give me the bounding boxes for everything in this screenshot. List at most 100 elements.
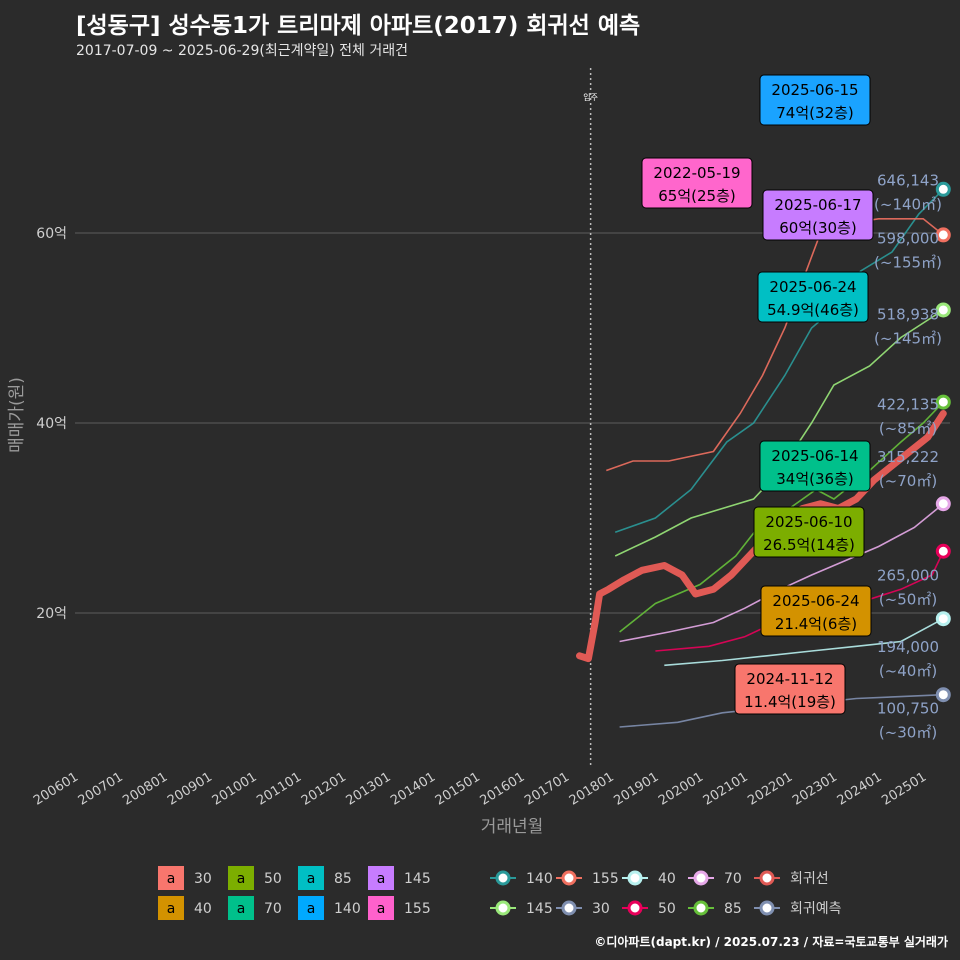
x-axis-title: 거래년월 [481, 817, 544, 837]
legend-area-label: 40 [194, 901, 212, 917]
callout-price: 34억(36층) [776, 470, 853, 488]
series-end-marker-30 [935, 687, 951, 703]
legend-area-glyph: a [167, 871, 176, 887]
legend-area-glyph: a [167, 901, 176, 917]
legend-line-label: 회귀선 [790, 871, 829, 887]
x-tick-label: 202501 [879, 770, 929, 809]
callout-price: 54.9억(46층) [767, 301, 859, 319]
end-value-label: 194,000 [877, 638, 939, 656]
x-tick-label: 201301 [344, 770, 394, 809]
callout-price: 74억(32층) [776, 104, 853, 122]
x-tick-label: 200701 [76, 770, 126, 809]
end-value-label: 598,000 [877, 229, 939, 247]
callout-rect [641, 157, 753, 209]
callout-box: 2025-06-14 34억(36층) [759, 440, 871, 492]
y-tick-label: 60억 [36, 226, 67, 242]
x-tick-label: 200801 [120, 770, 170, 809]
end-value-label: 315,222 [877, 448, 939, 466]
legend-line-marker [495, 870, 511, 886]
x-tick-label: 202301 [790, 770, 840, 809]
end-area-label: (~30㎡) [879, 724, 937, 742]
series-end-marker-145 [935, 302, 951, 318]
legend-area-label: 70 [264, 901, 282, 917]
legend-line-marker [759, 870, 775, 886]
legend-line-marker [495, 900, 511, 916]
x-tick-label: 201101 [254, 770, 304, 809]
series-end-marker-50 [935, 543, 951, 559]
legend-line-marker [759, 900, 775, 916]
legend-area-label: 145 [404, 871, 431, 887]
callout-date: 2025-06-15 [771, 81, 858, 99]
y-tick-label: 20억 [36, 606, 67, 622]
legend-area-glyph: a [237, 901, 246, 917]
x-tick-label: 201401 [388, 770, 438, 809]
legend-line-label: 145 [526, 901, 553, 917]
end-area-label: (~70㎡) [879, 472, 937, 490]
legend-area-glyph: a [377, 871, 386, 887]
legend-area-swatch [158, 866, 184, 890]
callout-rect [757, 271, 869, 323]
x-tick-label: 200601 [31, 770, 81, 809]
series-line-155 [606, 218, 944, 472]
callout-box: 2022-05-19 65억(25층) [641, 157, 753, 209]
legend-line-label: 140 [526, 871, 553, 887]
credit-text: ©디아파트(dapt.kr) / 2025.07.23 / 자료=국토교통부 실… [594, 935, 948, 949]
legend-line-label: 155 [592, 871, 619, 887]
series-line-140 [614, 188, 944, 534]
end-value-label: 422,135 [877, 396, 939, 414]
series-end-marker-85 [935, 394, 951, 410]
x-tick-label: 200901 [165, 770, 215, 809]
legend-area-label: 155 [404, 901, 431, 917]
callout-rect [759, 440, 871, 492]
callout-date: 2025-06-24 [769, 278, 856, 296]
legend-line-marker [627, 900, 643, 916]
legend-area-glyph: a [377, 901, 386, 917]
callout-rect [762, 189, 874, 241]
callout-box: 2025-06-24 21.4억(6층) [760, 585, 872, 637]
chart-title: [성동구] 성수동1가 트리마제 아파트(2017) 회귀선 예측 [76, 13, 641, 39]
legend-line-label: 40 [658, 871, 676, 887]
legend-area-label: 50 [264, 871, 282, 887]
series-end-marker-40 [935, 611, 951, 627]
x-tick-label: 201201 [299, 770, 349, 809]
legend-area-swatch [368, 866, 394, 890]
series-end-marker-155 [935, 227, 951, 243]
series-end-marker-70 [935, 496, 951, 512]
x-tick-label: 201701 [522, 770, 572, 809]
callout-rect [734, 663, 846, 715]
callout-box: 2024-11-12 11.4억(19층) [734, 663, 846, 715]
legend-area-label: 85 [334, 871, 352, 887]
legend-area-glyph: a [307, 871, 316, 887]
callout-price: 60억(30층) [779, 219, 856, 237]
legend-area-swatch [298, 896, 324, 920]
callout-rect [753, 506, 865, 558]
x-tick-label: 202001 [656, 770, 706, 809]
legend-area-label: 30 [194, 871, 212, 887]
callout-date: 2025-06-10 [765, 513, 852, 531]
legend-area-glyph: a [307, 901, 316, 917]
callout-date: 2025-06-14 [771, 447, 858, 465]
x-tick-label: 201901 [611, 770, 661, 809]
end-area-label: (~155㎡) [874, 253, 942, 271]
move-in-label: 입주 [583, 93, 598, 102]
end-area-label: (~40㎡) [879, 662, 937, 680]
callout-box: 2025-06-17 60억(30층) [762, 189, 874, 241]
legend-area-swatch [228, 896, 254, 920]
legend-line-marker [693, 900, 709, 916]
legend-line-label: 30 [592, 901, 610, 917]
x-tick-label: 201501 [433, 770, 483, 809]
x-tick-label: 202101 [701, 770, 751, 809]
end-area-label: (~50㎡) [879, 591, 937, 609]
x-tick-label: 201001 [210, 770, 260, 809]
callout-box: 2025-06-15 74억(32층) [759, 74, 871, 126]
legend-area-label: 140 [334, 901, 361, 917]
series-line-70 [619, 503, 944, 643]
callout-date: 2025-06-17 [774, 196, 861, 214]
legend-area-swatch [298, 866, 324, 890]
legend-line-marker [627, 870, 643, 886]
legend-area-swatch [158, 896, 184, 920]
chart-subtitle: 2017-07-09 ~ 2025-06-29(최근계약일) 전체 거래건 [76, 43, 408, 59]
legend-area-swatch [368, 896, 394, 920]
callout-price: 65억(25층) [658, 187, 735, 205]
